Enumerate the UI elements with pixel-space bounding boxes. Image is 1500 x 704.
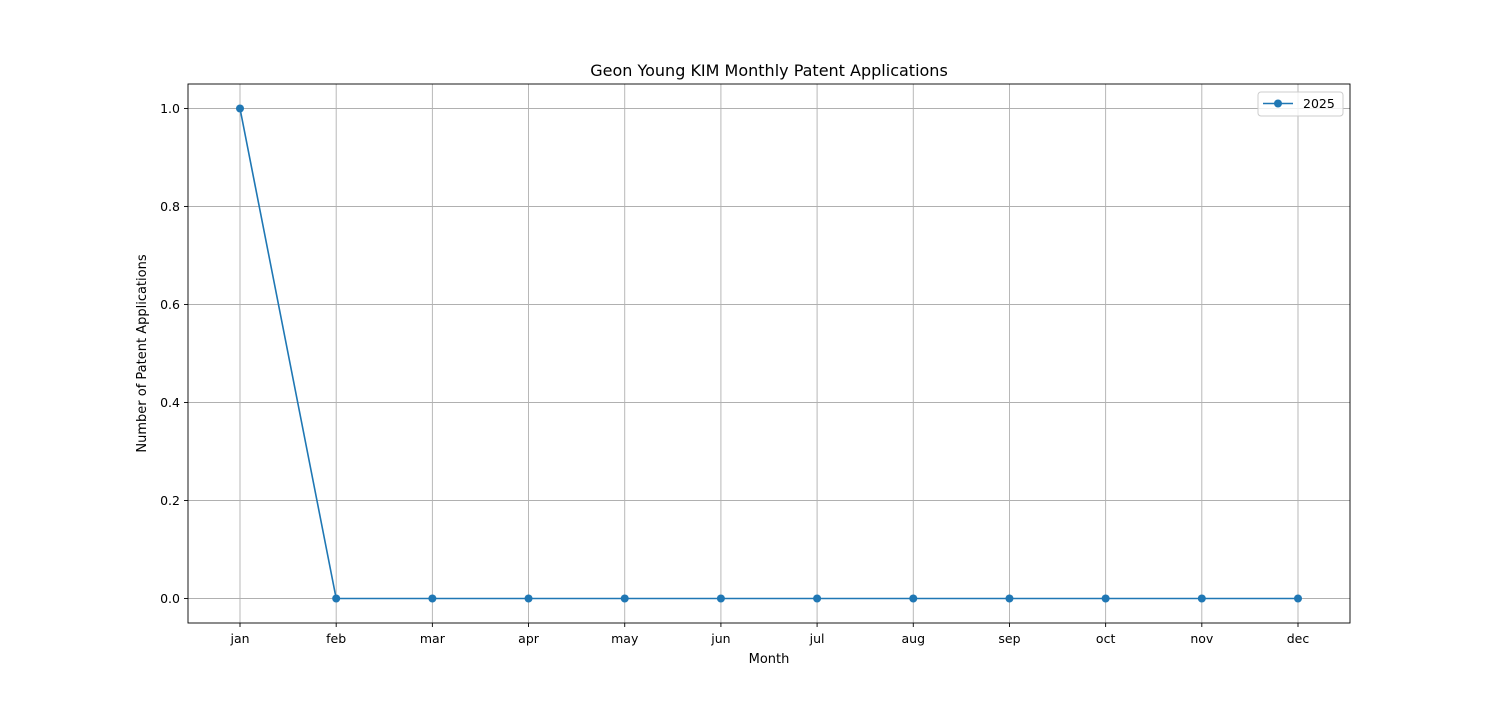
data-point-mar	[428, 595, 436, 603]
x-tick-label: mar	[420, 631, 446, 646]
data-point-nov	[1198, 595, 1206, 603]
data-point-jan	[236, 105, 244, 113]
series-line-2025	[240, 109, 1298, 599]
x-tick-label: jun	[710, 631, 730, 646]
y-tick-label: 0.0	[160, 591, 180, 606]
x-tick-label: feb	[326, 631, 346, 646]
data-point-apr	[525, 595, 533, 603]
x-tick-label: jul	[809, 631, 825, 646]
grid-layer	[188, 84, 1350, 623]
x-tick-label: may	[611, 631, 639, 646]
y-tick-label: 1.0	[160, 101, 180, 116]
x-tick-label: sep	[998, 631, 1020, 646]
x-tick-label: oct	[1096, 631, 1116, 646]
x-tick-label: apr	[518, 631, 540, 646]
y-tick-label: 0.4	[160, 395, 180, 410]
data-point-aug	[909, 595, 917, 603]
y-tick-label: 0.6	[160, 297, 180, 312]
legend: 2025	[1258, 92, 1343, 116]
y-tick-label: 0.8	[160, 199, 180, 214]
data-point-sep	[1005, 595, 1013, 603]
x-tick-label: nov	[1190, 631, 1214, 646]
data-point-jul	[813, 595, 821, 603]
legend-series-marker	[1274, 100, 1282, 108]
series-layer	[236, 105, 1302, 603]
data-point-feb	[332, 595, 340, 603]
tick-layer: jan feb mar apr may jun jul aug sep oct nov dec 0.0 0…	[160, 101, 1309, 646]
chart-title: Geon Young KIM Monthly Patent Applicatio…	[590, 61, 948, 80]
x-axis-label: Month	[749, 652, 790, 667]
legend-series-label: 2025	[1303, 96, 1335, 111]
y-tick-label: 0.2	[160, 493, 180, 508]
plot-area-frame	[188, 84, 1350, 623]
x-tick-label: jan	[229, 631, 249, 646]
x-tick-label: dec	[1287, 631, 1310, 646]
data-point-dec	[1294, 595, 1302, 603]
data-point-jun	[717, 595, 725, 603]
data-point-oct	[1102, 595, 1110, 603]
x-tick-label: aug	[902, 631, 926, 646]
y-axis-label: Number of Patent Applications	[135, 254, 150, 452]
data-point-may	[621, 595, 629, 603]
